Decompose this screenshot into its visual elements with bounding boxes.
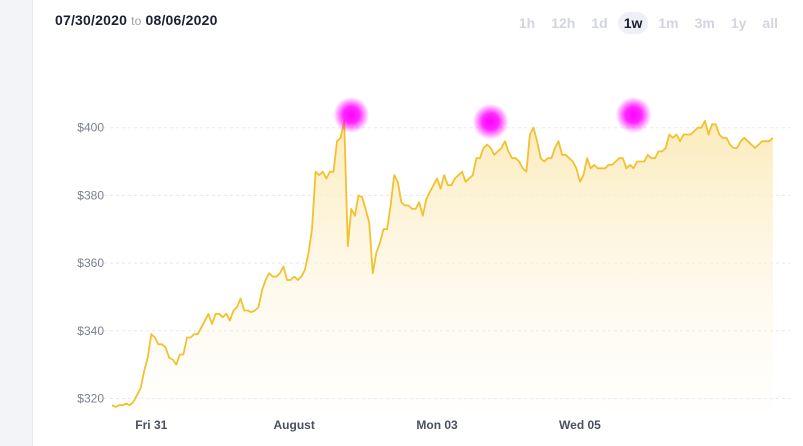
y-tick-label: $320 [77, 391, 104, 405]
peak-highlight-marker [472, 103, 509, 140]
date-to: 08/06/2020 [145, 12, 218, 28]
x-tick-label: August [274, 418, 315, 432]
date-from: 07/30/2020 [55, 12, 128, 28]
tab-1m[interactable]: 1m [658, 15, 679, 31]
price-area-fill [112, 120, 773, 413]
x-tick-label: Wed 05 [559, 418, 601, 432]
y-tick-label: $360 [77, 256, 104, 270]
x-tick-label: Fri 31 [135, 418, 167, 432]
price-line [111, 120, 774, 408]
tab-1d[interactable]: 1d [591, 15, 608, 31]
date-range-separator: to [131, 14, 142, 28]
peak-highlight-marker [333, 96, 370, 133]
date-range[interactable]: 07/30/2020 to 08/06/2020 [55, 12, 218, 28]
tab-1y[interactable]: 1y [730, 15, 747, 31]
peak-highlight-marker [615, 96, 652, 133]
time-range-tabs: 1h 12h 1d 1w 1m 3m 1y all [513, 12, 784, 34]
tab-1h[interactable]: 1h [518, 15, 536, 31]
y-tick-label: $340 [77, 324, 104, 338]
x-tick-label: Mon 03 [416, 418, 458, 432]
tab-12h[interactable]: 12h [551, 15, 576, 31]
tab-3m[interactable]: 3m [694, 15, 715, 31]
y-tick-label: $400 [77, 121, 104, 135]
tab-1w[interactable]: 1w [617, 12, 649, 34]
y-tick-label: $380 [77, 188, 104, 202]
tab-all[interactable]: all [762, 15, 778, 31]
